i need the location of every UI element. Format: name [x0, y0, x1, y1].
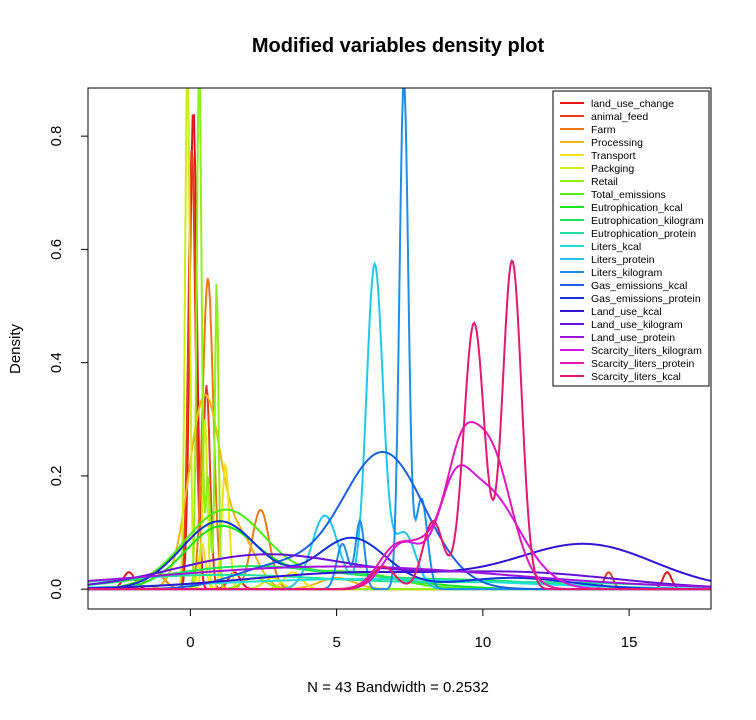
legend-label-Scarcity_liters_kcal: Scarcity_liters_kcal [591, 371, 681, 383]
legend-label-Eutrophication_kcal: Eutrophication_kcal [591, 202, 683, 214]
plot-lines [88, 88, 711, 591]
y-tick-label: 0.0 [48, 579, 65, 600]
legend: land_use_changeanimal_feedFarmProcessing… [552, 90, 710, 387]
legend-label-animal_feed: animal_feed [591, 111, 648, 123]
legend-label-Total_emissions: Total_emissions [591, 189, 666, 201]
legend-label-land_use_change: land_use_change [591, 98, 674, 110]
legend-label-Transport: Transport [591, 150, 636, 162]
legend-label-Farm: Farm [591, 124, 616, 136]
y-tick-label: 0.6 [48, 239, 65, 260]
x-tick-label: 0 [186, 634, 194, 651]
legend-label-Liters_protein: Liters_protein [591, 254, 655, 266]
series-line-Land_use_kilogram [88, 553, 711, 588]
y-tick-label: 0.2 [48, 465, 65, 486]
x-axis: 0 5 10 15 [186, 609, 637, 651]
legend-label-Gas_emissions_kcal: Gas_emissions_kcal [591, 280, 687, 292]
legend-label-Scarcity_liters_kilogram: Scarcity_liters_kilogram [591, 345, 702, 357]
series-line-Land_use_kcal [88, 542, 711, 590]
legend-label-Retail: Retail [591, 176, 618, 188]
legend-label-Eutrophication_kilogram: Eutrophication_kilogram [591, 215, 704, 227]
legend-label-Processing: Processing [591, 137, 643, 149]
legend-label-Scarcity_liters_protein: Scarcity_liters_protein [591, 358, 694, 370]
legend-label-Liters_kcal: Liters_kcal [591, 241, 641, 253]
legend-label-Eutrophication_protein: Eutrophication_protein [591, 228, 696, 240]
series-line-Scarcity_liters_kcal [88, 259, 711, 591]
x-axis-label: N = 43 Bandwidth = 0.2532 [307, 679, 489, 696]
plot-frame [87, 87, 712, 610]
legend-label-Land_use_kcal: Land_use_kcal [591, 306, 662, 318]
x-tick-label: 15 [621, 634, 638, 651]
legend-label-Gas_emissions_protein: Gas_emissions_protein [591, 293, 701, 305]
legend-label-Packging: Packging [591, 163, 634, 175]
series-line-Land_use_protein [88, 565, 711, 588]
x-tick-label: 5 [332, 634, 340, 651]
y-tick-label: 0.4 [48, 352, 65, 373]
y-tick-label: 0.8 [48, 126, 65, 147]
legend-label-Land_use_kilogram: Land_use_kilogram [591, 319, 683, 331]
x-tick-label: 10 [475, 634, 492, 651]
legend-label-Liters_kilogram: Liters_kilogram [591, 267, 662, 279]
legend-label-Land_use_protein: Land_use_protein [591, 332, 675, 344]
y-axis: 0.0 0.2 0.4 0.6 0.8 [48, 126, 88, 600]
chart-title: Modified variables density plot [252, 35, 545, 57]
y-axis-label: Density [7, 323, 24, 374]
series-line-Eutrophication_protein [88, 573, 711, 588]
